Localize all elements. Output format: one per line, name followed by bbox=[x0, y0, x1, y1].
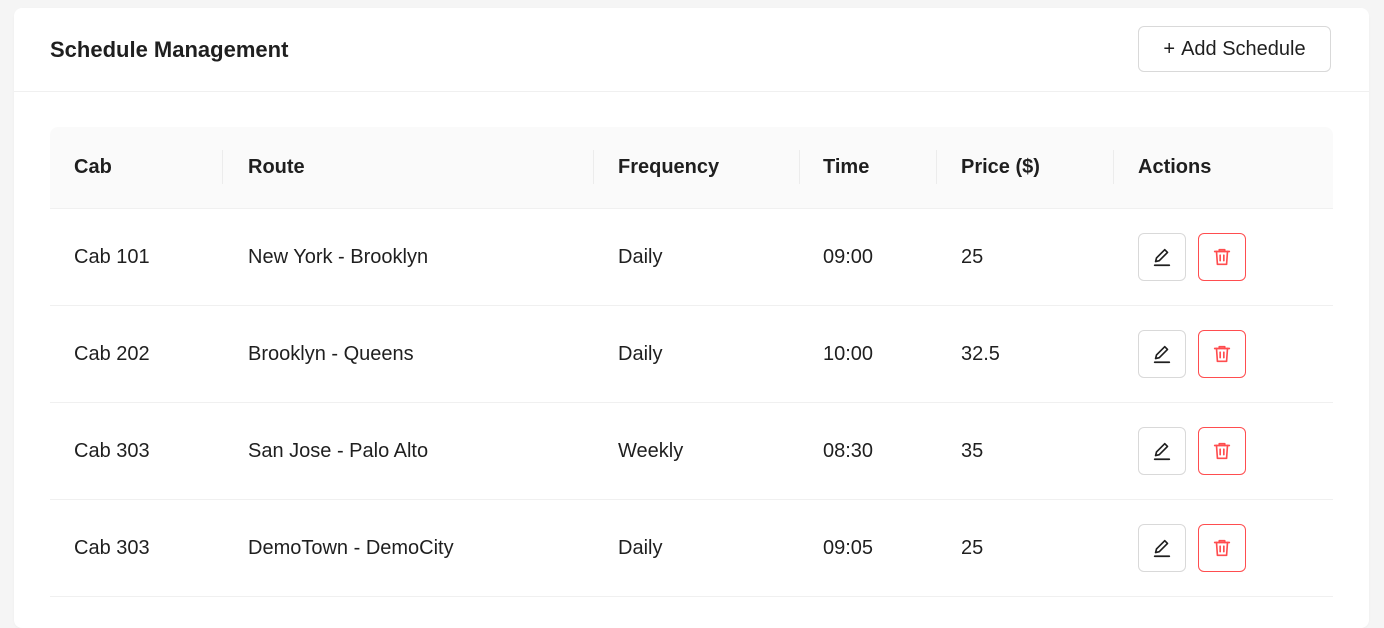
cell-cab: Cab 303 bbox=[74, 536, 150, 559]
add-schedule-button[interactable]: + Add Schedule bbox=[1138, 26, 1331, 72]
cell-price: 25 bbox=[961, 536, 984, 559]
card-header: Schedule Management + Add Schedule bbox=[14, 8, 1369, 92]
cell-time: 09:05 bbox=[823, 536, 874, 559]
delete-button[interactable] bbox=[1198, 427, 1246, 475]
cell-price: 25 bbox=[961, 245, 984, 268]
cell-actions bbox=[1138, 500, 1258, 596]
cell-time: 10:00 bbox=[823, 342, 874, 365]
page-title: Schedule Management bbox=[50, 37, 289, 62]
table-header: Cab Route Frequency Time Price ($) Actio… bbox=[50, 127, 1333, 209]
cell-cab: Cab 303 bbox=[74, 439, 150, 462]
table-row: Cab 202 Brooklyn - Queens Daily 10:00 32… bbox=[50, 306, 1333, 403]
cell-route: Brooklyn - Queens bbox=[248, 342, 414, 365]
cell-actions bbox=[1138, 209, 1258, 305]
schedule-table: Cab Route Frequency Time Price ($) Actio… bbox=[50, 127, 1333, 597]
column-header-price: Price ($) bbox=[961, 156, 1040, 178]
column-divider bbox=[1113, 150, 1114, 184]
column-header-frequency: Frequency bbox=[618, 156, 720, 178]
cell-frequency: Daily bbox=[618, 342, 663, 365]
delete-button[interactable] bbox=[1198, 524, 1246, 572]
cell-price: 35 bbox=[961, 439, 984, 462]
delete-icon bbox=[1213, 539, 1231, 557]
cell-frequency: Daily bbox=[618, 536, 663, 559]
column-divider bbox=[222, 150, 223, 184]
cell-cab: Cab 101 bbox=[74, 245, 150, 268]
column-header-route: Route bbox=[248, 156, 305, 178]
cell-frequency: Daily bbox=[618, 245, 663, 268]
delete-button[interactable] bbox=[1198, 233, 1246, 281]
delete-icon bbox=[1213, 248, 1231, 266]
edit-button[interactable] bbox=[1138, 233, 1186, 281]
cell-frequency: Weekly bbox=[618, 439, 684, 462]
cell-price: 32.5 bbox=[961, 342, 1000, 365]
edit-button[interactable] bbox=[1138, 524, 1186, 572]
edit-icon bbox=[1153, 248, 1171, 267]
edit-icon bbox=[1153, 539, 1171, 558]
column-divider bbox=[593, 150, 594, 184]
delete-icon bbox=[1213, 345, 1231, 363]
add-schedule-label: Add Schedule bbox=[1181, 37, 1306, 60]
table-row: Cab 101 New York - Brooklyn Daily 09:00 … bbox=[50, 209, 1333, 306]
cell-actions bbox=[1138, 403, 1258, 499]
table-row: Cab 303 DemoTown - DemoCity Daily 09:05 … bbox=[50, 500, 1333, 597]
column-divider bbox=[799, 150, 800, 184]
table-row: Cab 303 San Jose - Palo Alto Weekly 08:3… bbox=[50, 403, 1333, 500]
cell-time: 08:30 bbox=[823, 439, 874, 462]
cell-route: New York - Brooklyn bbox=[248, 245, 429, 268]
column-divider bbox=[936, 150, 937, 184]
column-header-cab: Cab bbox=[74, 156, 112, 178]
edit-button[interactable] bbox=[1138, 330, 1186, 378]
edit-button[interactable] bbox=[1138, 427, 1186, 475]
cell-actions bbox=[1138, 306, 1258, 402]
column-header-actions: Actions bbox=[1138, 156, 1212, 178]
cell-cab: Cab 202 bbox=[74, 342, 150, 365]
cell-route: DemoTown - DemoCity bbox=[248, 536, 454, 559]
column-header-time: Time bbox=[823, 156, 870, 178]
schedule-card: Schedule Management + Add Schedule Cab R… bbox=[14, 8, 1369, 628]
cell-route: San Jose - Palo Alto bbox=[248, 439, 429, 462]
plus-icon: + bbox=[1163, 37, 1176, 60]
edit-icon bbox=[1153, 345, 1171, 364]
edit-icon bbox=[1153, 442, 1171, 461]
cell-time: 09:00 bbox=[823, 245, 874, 268]
delete-icon bbox=[1213, 442, 1231, 460]
delete-button[interactable] bbox=[1198, 330, 1246, 378]
